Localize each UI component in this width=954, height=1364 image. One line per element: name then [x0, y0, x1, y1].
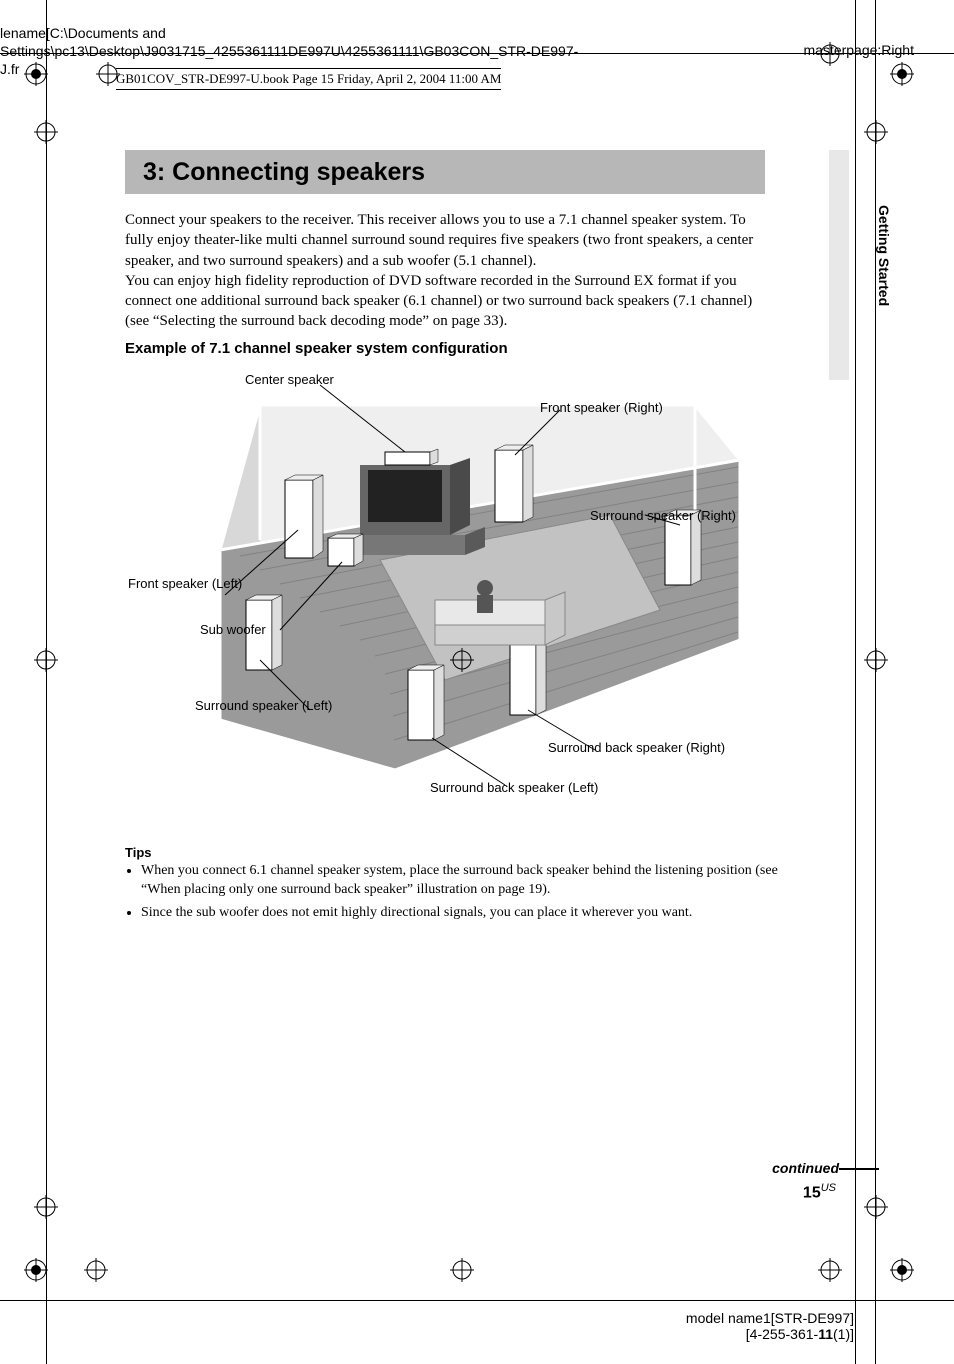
reg-mark [96, 62, 120, 86]
page-number: 15US [803, 1182, 836, 1202]
side-tab-bg [829, 150, 849, 380]
filepath-line3: J.fr [0, 61, 19, 77]
continued-rule [839, 1168, 879, 1170]
body-p1: Connect your speakers to the receiver. T… [125, 212, 753, 269]
example-heading: Example of 7.1 channel speaker system co… [125, 340, 508, 357]
model-code: [4-255-361-11(1)] [746, 1326, 854, 1342]
reg-mark [450, 1258, 474, 1282]
section-title-bar: 3: Connecting speakers [125, 150, 765, 194]
model-name-footer: model name1[STR-DE997] [4-255-361-11(1)] [686, 1310, 854, 1342]
body-p2: You can enjoy high fidelity reproduction… [125, 273, 752, 330]
page-num-value: 15 [803, 1184, 821, 1201]
reg-mark [890, 62, 914, 86]
label-front-right: Front speaker (Right) [540, 400, 663, 415]
filepath-line2: Settings\pc13\Desktop\J9031715_425536111… [0, 43, 578, 59]
crop-guide-right-outer [875, 0, 876, 1364]
tips-heading: Tips [125, 845, 152, 860]
sub-woofer [328, 534, 363, 566]
side-tab-text: Getting Started [876, 205, 892, 306]
page-num-suffix: US [821, 1182, 836, 1194]
surround-back-right-speaker [510, 640, 546, 715]
crop-guide-top [0, 53, 954, 54]
tv-unit [350, 458, 485, 555]
crop-guide-left [46, 0, 47, 1364]
label-surround-left: Surround speaker (Left) [195, 698, 332, 713]
filepath-line1: lename[C:\Documents and [0, 25, 166, 41]
tip-item: When you connect 6.1 channel speaker sys… [141, 862, 785, 900]
surround-back-left-speaker [408, 665, 444, 740]
reg-mark [864, 648, 888, 672]
section-title: 3: Connecting speakers [125, 158, 425, 187]
reg-mark [890, 1258, 914, 1282]
reg-mark [24, 1258, 48, 1282]
crop-guide-right-inner [855, 0, 856, 1364]
reg-mark [818, 1258, 842, 1282]
label-front-left: Front speaker (Left) [128, 576, 242, 591]
front-right-speaker [495, 445, 533, 522]
label-surround-back-left: Surround back speaker (Left) [430, 780, 598, 795]
reg-mark [818, 42, 842, 66]
reg-mark [864, 1195, 888, 1219]
reg-mark [24, 62, 48, 86]
tips-list: When you connect 6.1 channel speaker sys… [125, 862, 785, 927]
continued-label: continued [772, 1160, 839, 1176]
reg-mark [34, 120, 58, 144]
tip-item: Since the sub woofer does not emit highl… [141, 904, 785, 923]
body-text: Connect your speakers to the receiver. T… [125, 210, 765, 332]
label-sub-woofer: Sub woofer [200, 622, 266, 637]
model-name: model name1[STR-DE997] [686, 1310, 854, 1326]
label-center-speaker: Center speaker [245, 372, 334, 387]
reg-mark [84, 1258, 108, 1282]
label-surround-back-right: Surround back speaker (Right) [548, 740, 725, 755]
reg-mark [864, 120, 888, 144]
reg-mark [34, 1195, 58, 1219]
label-surround-right: Surround speaker (Right) [590, 508, 736, 523]
front-left-speaker [285, 475, 323, 558]
reg-mark [34, 648, 58, 672]
book-info: GB01COV_STR-DE997-U.book Page 15 Friday,… [116, 68, 501, 90]
reg-mark [450, 648, 474, 672]
crop-guide-bottom [0, 1300, 954, 1301]
